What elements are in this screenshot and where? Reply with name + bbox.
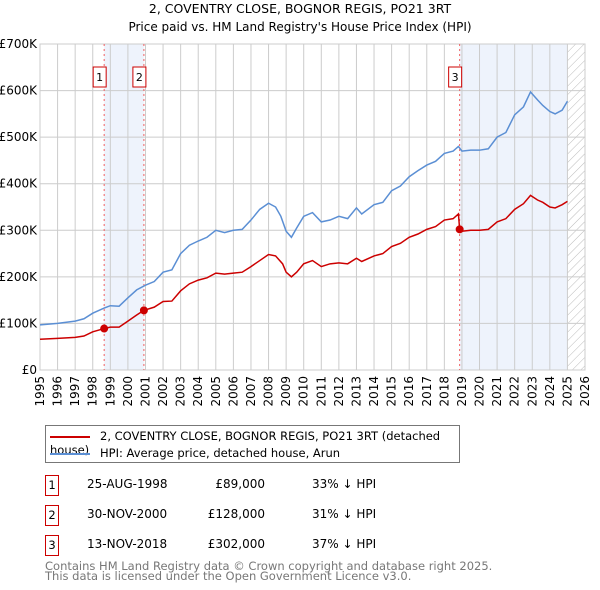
legend: 2, COVENTRY CLOSE, BOGNOR REGIS, PO21 3R… bbox=[45, 425, 460, 463]
y-tick-label: £400K bbox=[0, 177, 38, 191]
sale-point bbox=[455, 225, 464, 234]
price-chart: 2, COVENTRY CLOSE, BOGNOR REGIS, PO21 3R… bbox=[0, 1, 592, 407]
x-tick-label: 2001 bbox=[138, 376, 152, 407]
x-tick-label: 2008 bbox=[262, 376, 276, 407]
sale-marker-label: 3 bbox=[452, 71, 459, 84]
transaction-number: 3 bbox=[45, 535, 59, 556]
sale-marker-label: 1 bbox=[96, 71, 103, 84]
transaction-price: £128,000 bbox=[207, 507, 265, 521]
footer-line-1: Contains HM Land Registry data © Crown c… bbox=[45, 559, 493, 573]
x-tick-label: 2016 bbox=[402, 376, 416, 407]
x-tick-label: 1998 bbox=[86, 376, 100, 407]
forecast-hatch bbox=[567, 44, 585, 370]
transaction-price: £89,000 bbox=[215, 477, 265, 491]
transaction-hpi-diff: 37% ↓ HPI bbox=[312, 537, 377, 551]
sale-marker-label: 2 bbox=[136, 71, 143, 84]
y-tick-label: £700K bbox=[0, 37, 38, 51]
series-line-0 bbox=[39, 194, 568, 341]
transaction-price: £302,000 bbox=[207, 537, 265, 551]
legend-swatch bbox=[50, 452, 90, 455]
x-tick-label: 2018 bbox=[437, 376, 451, 407]
y-tick-label: £300K bbox=[0, 223, 38, 237]
y-tick-label: £200K bbox=[0, 270, 38, 284]
x-tick-label: 2011 bbox=[314, 376, 328, 407]
x-tick-label: 2003 bbox=[174, 376, 188, 407]
footer-line-2: This data is licensed under the Open Gov… bbox=[45, 569, 412, 583]
x-tick-label: 2005 bbox=[209, 376, 223, 407]
transaction-number: 1 bbox=[45, 475, 59, 496]
y-tick-label: £100K bbox=[0, 316, 38, 330]
plot-border bbox=[39, 43, 586, 371]
x-tick-label: 2026 bbox=[578, 376, 592, 407]
sale-marker-box bbox=[132, 66, 147, 88]
sale-marker-box bbox=[92, 66, 107, 88]
x-tick-label: 2012 bbox=[332, 376, 346, 407]
x-tick-label: 1995 bbox=[33, 376, 47, 407]
x-tick-label: 2004 bbox=[191, 376, 205, 407]
legend-swatch bbox=[50, 435, 90, 438]
x-tick-label: 2007 bbox=[244, 376, 258, 407]
sale-marker-box bbox=[448, 66, 463, 88]
x-tick-label: 2010 bbox=[297, 376, 311, 407]
chart-title: 2, COVENTRY CLOSE, BOGNOR REGIS, PO21 3R… bbox=[149, 1, 452, 16]
transaction-date: 25-AUG-1998 bbox=[87, 477, 168, 491]
x-tick-label: 2014 bbox=[367, 376, 381, 407]
x-tick-label: 1997 bbox=[68, 376, 82, 407]
series-line-1 bbox=[39, 90, 569, 326]
x-tick-label: 2023 bbox=[525, 376, 539, 407]
legend-item-hpi: HPI: Average price, detached house, Arun bbox=[50, 446, 340, 460]
transaction-hpi-diff: 33% ↓ HPI bbox=[312, 477, 377, 491]
transaction-date: 30-NOV-2000 bbox=[87, 507, 168, 521]
transaction-number: 2 bbox=[45, 505, 59, 526]
x-tick-label: 2022 bbox=[508, 376, 522, 407]
sale-point bbox=[100, 324, 109, 333]
y-tick-label: £500K bbox=[0, 130, 38, 144]
legend-label: HPI: Average price, detached house, Arun bbox=[100, 446, 341, 460]
x-tick-label: 1996 bbox=[51, 376, 65, 407]
x-tick-label: 2002 bbox=[156, 376, 170, 407]
transaction-hpi-diff: 31% ↓ HPI bbox=[312, 507, 377, 521]
y-tick-label: £600K bbox=[0, 84, 38, 98]
x-tick-label: 2021 bbox=[490, 376, 504, 407]
y-tick-label: £0 bbox=[22, 363, 37, 377]
x-tick-label: 2024 bbox=[543, 376, 557, 407]
x-tick-label: 2013 bbox=[349, 376, 363, 407]
x-tick-label: 2017 bbox=[420, 376, 434, 407]
x-tick-label: 2009 bbox=[279, 376, 293, 407]
x-tick-label: 2015 bbox=[385, 376, 399, 407]
x-tick-label: 2006 bbox=[226, 376, 240, 407]
x-tick-label: 2019 bbox=[455, 376, 469, 407]
x-tick-label: 1999 bbox=[103, 376, 117, 407]
x-tick-label: 2020 bbox=[473, 376, 487, 407]
x-tick-label: 2000 bbox=[121, 376, 135, 407]
x-tick-label: 2025 bbox=[560, 376, 574, 407]
chart-subtitle: Price paid vs. HM Land Registry's House … bbox=[128, 20, 471, 34]
transaction-date: 13-NOV-2018 bbox=[87, 537, 168, 551]
sale-point bbox=[139, 306, 148, 315]
